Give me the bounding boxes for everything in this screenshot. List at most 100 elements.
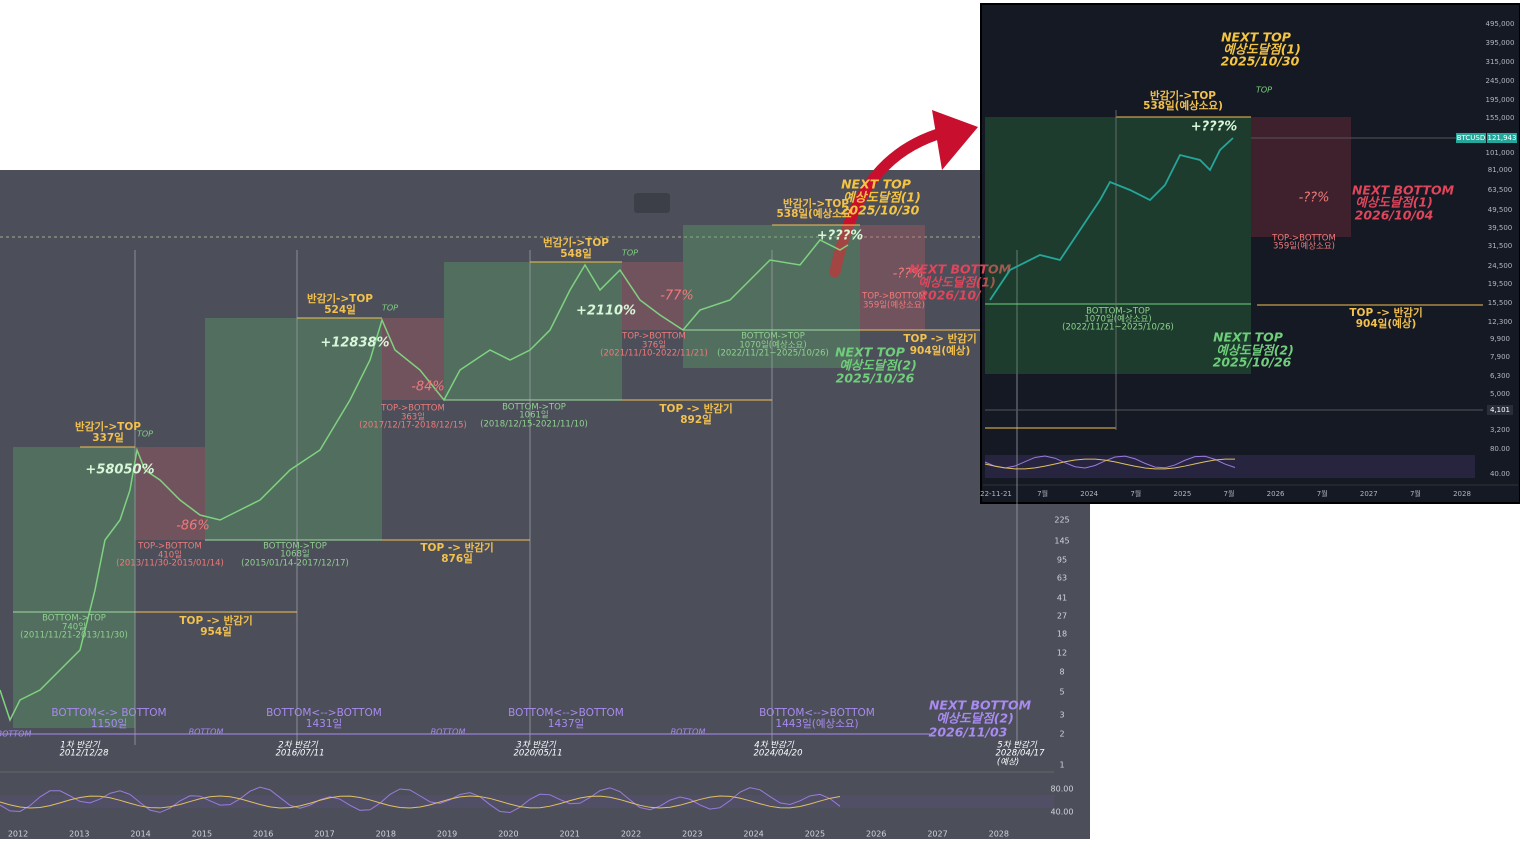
main-chart-panel [0,170,1090,839]
inset-annotation: (2022/11/21~2025/10/26) [1062,323,1174,333]
zone-box [683,225,860,368]
time-axis-label: 2019 [437,830,457,839]
time-axis-label: 2015 [192,830,212,839]
annotation: NEXT TOP [835,345,905,360]
rsi-ma-path [0,795,841,809]
annotation: TOP->BOTTOM [380,404,445,414]
inset-price-label: 19,500 [1488,280,1513,288]
annotation: TOP [137,430,153,439]
inset-price-label: 195,000 [1486,96,1515,104]
inset-price-path [989,137,1234,301]
time-axis-label: 2020 [498,830,518,839]
inset-time-label: 7월 [1410,489,1421,498]
inset-time-label: 2024 [1080,490,1098,498]
time-axis-label: 2017 [314,830,334,839]
annotation: +12838% [320,336,389,351]
price-axis-label: 95 [1057,556,1067,565]
annotation: 예상도달점(2) [839,358,917,373]
toolbar-button[interactable] [634,193,670,213]
annotation: 2020/05/11 [514,749,563,759]
annotation: -77% [660,289,694,304]
annotation: +58050% [85,463,154,478]
annotation: 번감기->TOP [543,236,609,249]
time-axis-label: 2028 [989,830,1009,839]
annotation: 예상도달점(1) [918,275,996,290]
annotation: 반감기->TOP [783,197,849,210]
inset-rsi-band [985,455,1475,478]
annotation: 3차 반감기 [516,740,557,751]
inset-annotation: 538일(예상소요) [1143,99,1223,112]
annotation: BOTTOM [189,728,224,737]
annotation: 1431일 [306,717,342,730]
inset-price-label: 81,000 [1488,166,1513,174]
annotation: BOTTOM->TOP [42,614,106,624]
annotation: 2016/07/11 [276,749,325,759]
annotation: BOTTOM<-> BOTTOM [51,707,166,719]
annotation: 363일 [401,413,425,423]
annotation: 410일 [158,551,182,561]
price-path [0,239,849,722]
inset-annotation: 예상도달점(1) [1355,195,1433,210]
annotation: 2024/04/20 [754,749,803,759]
time-axis-label: 2022 [621,830,641,839]
inset-annotation: 예상도달점(2) [1216,343,1294,358]
annotation: 5차 반감기 [997,740,1038,751]
inset-price-label: 31,500 [1488,242,1513,250]
inset-price-label: 495,000 [1486,20,1515,28]
inset-annotation: +???% [1191,120,1238,135]
symbol: BTCUSD [1457,134,1486,142]
inset-rsi-ma-path [984,458,1236,470]
annotation: 1437일 [548,717,584,730]
inset-annotation: 904일(예상) [1356,317,1417,330]
annotation: 1150일 [91,717,127,730]
annotation: TOP [622,249,638,258]
annotation: 1차 반감기 [60,740,101,751]
time-axis-label: 2026 [866,830,886,839]
inset-annotation: 2025/10/30 [1221,54,1300,69]
time-axis-label: 2025 [805,830,825,839]
marker-price: 4,101 [1490,406,1510,414]
price-axis-label: 2 [1059,730,1064,739]
annotation: (2018/12/15-2021/11/10) [480,420,588,430]
inset-price-label: 6,300 [1490,372,1510,380]
inset-annotation: TOP -> 반감기 [1349,306,1422,319]
time-axis-label: 2016 [253,830,273,839]
inset-price-label: 101,000 [1486,149,1515,157]
annotation: TOP->BOTTOM [621,332,686,342]
annotation: (2013/11/30-2015/01/14) [116,559,224,569]
annotation: BOTTOM [431,728,466,737]
red-arrow [829,126,951,278]
annotation: TOP [382,304,398,313]
inset-time-label: 7월 [1224,489,1235,498]
inset-annotation: -??% [1299,191,1330,206]
inset-time-label: 2027 [1360,490,1378,498]
last-price: 121,943 [1488,134,1517,142]
annotation: -84% [411,380,445,395]
annotation: 524일 [324,303,356,316]
zone-box [622,262,683,330]
inset-price-label: 15,500 [1488,299,1513,307]
inset-time-label: 7월 [1317,489,1328,498]
time-axis-label: 2013 [69,830,89,839]
time-axis-label: 2021 [560,830,580,839]
annotation: BOTTOM->TOP [502,403,566,413]
annotation: (2022/11/21~2025/10/26) [717,349,829,359]
annotation: 4차 반감기 [754,740,795,751]
inset-annotation: 반감기->TOP [1150,89,1216,102]
inset-price-label: 24,500 [1488,262,1513,270]
price-axis-label: 63 [1057,574,1067,583]
inset-rsi-path [984,455,1236,469]
annotation: (예상) [997,757,1019,768]
inset-price-label: 12,300 [1488,318,1513,326]
price-axis-label: 80.00 [1051,785,1074,794]
price-axis-label: 145 [1054,537,1069,546]
inset-price-label: 7,900 [1490,353,1510,361]
price-axis-label: 18 [1057,630,1067,639]
annotation: 876일 [441,552,473,565]
inset-price-label: 49,500 [1488,206,1513,214]
marker-price-tag [1487,405,1513,415]
price-axis-label: 8 [1059,668,1064,677]
inset-price-label: 315,000 [1486,58,1515,66]
inset-annotation: NEXT TOP [1213,330,1283,345]
annotation: BOTTOM<-->BOTTOM [508,707,624,719]
